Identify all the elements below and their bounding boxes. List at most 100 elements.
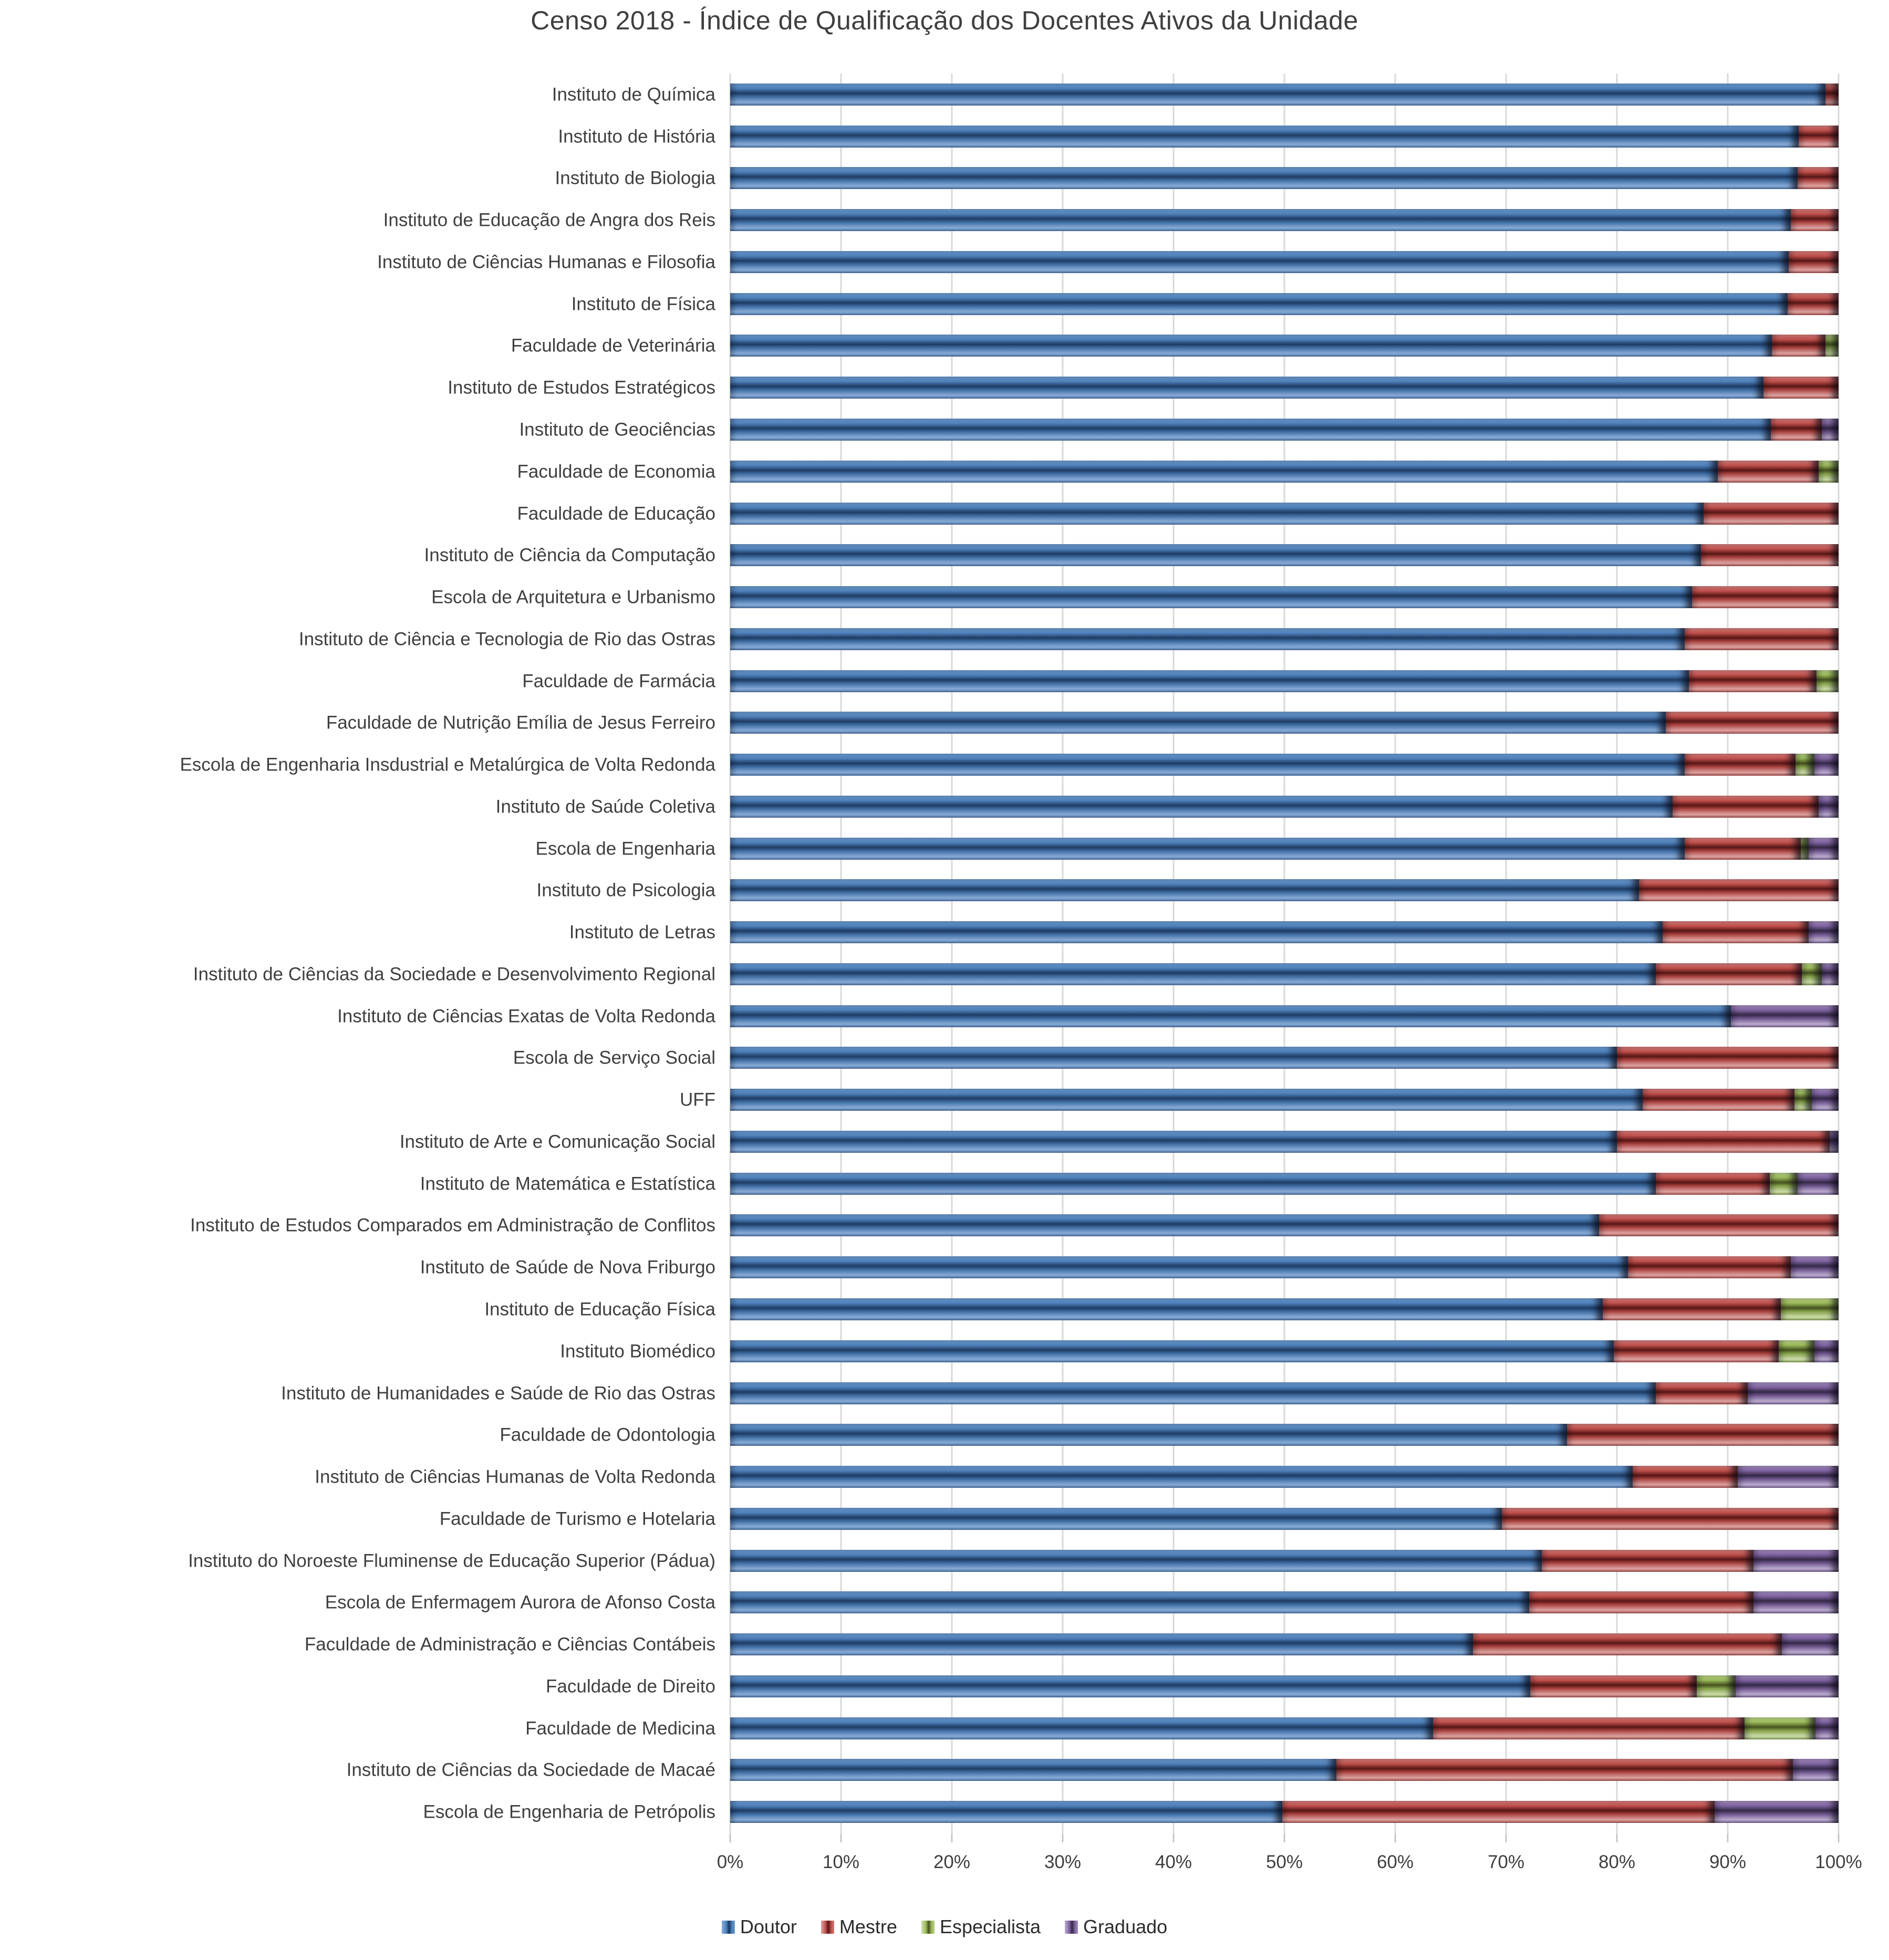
gridline bbox=[1616, 74, 1618, 1842]
gridline bbox=[1283, 74, 1285, 1842]
bar-segment-doutor bbox=[730, 1675, 1531, 1697]
bar-segment-mestre bbox=[1684, 628, 1839, 650]
bar-row bbox=[730, 1256, 1839, 1279]
bar-row bbox=[730, 754, 1839, 776]
bar-segment-doutor bbox=[730, 1089, 1643, 1111]
x-axis-tick bbox=[840, 1834, 842, 1842]
bar-segment-doutor bbox=[730, 502, 1704, 525]
legend-marker-doutor bbox=[721, 1920, 735, 1934]
category-label: Faculdade de Nutrição Emília de Jesus Fe… bbox=[326, 712, 715, 733]
bar-segment-graduado bbox=[1791, 1256, 1839, 1279]
bar-segment-mestre bbox=[1472, 1633, 1782, 1656]
bar-row bbox=[730, 544, 1839, 567]
x-tick-label: 0% bbox=[717, 1852, 744, 1872]
bar-segment-doutor bbox=[730, 377, 1763, 399]
gridline bbox=[1505, 74, 1507, 1842]
category-label: Instituto de Letras bbox=[569, 922, 715, 943]
category-label: Faculdade de Educação bbox=[517, 503, 716, 524]
bar-segment-graduado bbox=[1731, 1005, 1839, 1027]
bar-row bbox=[730, 1591, 1839, 1614]
bar-row bbox=[730, 1172, 1839, 1195]
bar-segment-doutor bbox=[730, 1172, 1656, 1195]
bar-segment-mestre bbox=[1433, 1717, 1745, 1739]
bar-row bbox=[730, 879, 1839, 902]
bar-segment-doutor bbox=[730, 586, 1693, 609]
bar-segment-doutor bbox=[730, 544, 1701, 567]
legend: Doutor Mestre Especialista Graduado bbox=[0, 1916, 1889, 1938]
bar-row bbox=[730, 83, 1839, 106]
bar-row bbox=[730, 167, 1839, 190]
bar-segment-mestre bbox=[1655, 1382, 1748, 1404]
legend-label: Mestre bbox=[839, 1916, 897, 1937]
category-label: Instituto de Química bbox=[552, 84, 715, 105]
bar-segment-doutor bbox=[730, 209, 1791, 232]
bar-segment-mestre bbox=[1791, 209, 1839, 232]
bar-segment-graduado bbox=[1714, 1801, 1839, 1823]
bar-segment-mestre bbox=[1655, 963, 1802, 985]
bar-segment-mestre bbox=[1797, 167, 1839, 190]
bar-row bbox=[730, 1047, 1839, 1069]
bar-row bbox=[730, 795, 1839, 818]
category-label: Instituto de Ciência e Tecnologia de Rio… bbox=[298, 629, 715, 650]
bar-segment-doutor bbox=[730, 712, 1666, 734]
bar-row bbox=[730, 1340, 1839, 1362]
bar-segment-mestre bbox=[1567, 1424, 1839, 1446]
bar-segment-doutor bbox=[730, 1759, 1337, 1781]
category-label: Instituto de Ciências da Sociedade de Ma… bbox=[346, 1759, 715, 1780]
category-label: Escola de Engenharia de Petrópolis bbox=[423, 1801, 715, 1822]
bar-segment-graduado bbox=[1809, 921, 1839, 944]
category-label: Instituto de Ciência da Computação bbox=[424, 545, 716, 566]
gridline bbox=[1172, 74, 1175, 1842]
category-label: Instituto de Educação de Angra dos Reis bbox=[383, 210, 715, 231]
category-label: Instituto de Psicologia bbox=[536, 880, 715, 901]
bar-segment-especialista bbox=[1825, 335, 1839, 357]
bar-segment-mestre bbox=[1692, 586, 1839, 609]
legend-marker-mestre bbox=[821, 1920, 834, 1934]
x-tick-label: 90% bbox=[1709, 1852, 1747, 1872]
legend-marker-especialista bbox=[921, 1920, 935, 1934]
bar-row bbox=[730, 712, 1839, 734]
legend-item-mestre: Mestre bbox=[821, 1916, 897, 1938]
category-axis: Instituto de Química Instituto de Históri… bbox=[0, 74, 723, 1833]
category-label: Instituto de Ciências Humanas de Volta R… bbox=[315, 1466, 715, 1487]
bar-segment-doutor bbox=[730, 754, 1685, 776]
gridline bbox=[951, 74, 953, 1842]
bar-segment-doutor bbox=[730, 1298, 1603, 1320]
bar-segment-mestre bbox=[1632, 1466, 1738, 1488]
legend-item-especialista: Especialista bbox=[921, 1916, 1041, 1938]
bar-segment-mestre bbox=[1799, 125, 1839, 148]
bar-segment-mestre bbox=[1689, 670, 1817, 692]
category-label: Instituto de Arte e Comunicação Social bbox=[399, 1131, 715, 1152]
bar-segment-especialista bbox=[1795, 754, 1814, 776]
bar-segment-doutor bbox=[730, 293, 1788, 315]
bar-segment-mestre bbox=[1684, 754, 1795, 776]
bar-segment-doutor bbox=[730, 837, 1685, 860]
category-label: UFF bbox=[679, 1089, 715, 1110]
bar-row bbox=[730, 1298, 1839, 1320]
bar-segment-mestre bbox=[1789, 251, 1839, 273]
bar-segment-graduado bbox=[1747, 1382, 1839, 1404]
category-label: Faculdade de Economia bbox=[517, 461, 715, 482]
x-tick-label: 70% bbox=[1487, 1852, 1525, 1872]
bar-row bbox=[730, 1424, 1839, 1446]
category-label: Faculdade de Odontologia bbox=[500, 1424, 715, 1445]
bar-row bbox=[730, 586, 1839, 609]
bar-row bbox=[730, 1717, 1839, 1739]
category-label: Instituto do Noroeste Fluminense de Educ… bbox=[188, 1550, 715, 1571]
bar-segment-doutor bbox=[730, 1591, 1530, 1614]
category-label: Escola de Engenharia bbox=[535, 838, 715, 859]
bar-segment-doutor bbox=[730, 1214, 1600, 1237]
bar-segment-doutor bbox=[730, 1801, 1282, 1823]
bar-segment-doutor bbox=[730, 460, 1718, 483]
bar-segment-graduado bbox=[1815, 1717, 1839, 1739]
bar-row bbox=[730, 293, 1839, 315]
bar-segment-especialista bbox=[1781, 1298, 1839, 1320]
category-label: Escola de Engenharia Insdustrial e Metal… bbox=[180, 754, 715, 775]
category-label: Instituto de História bbox=[558, 126, 715, 147]
category-label: Instituto de Saúde Coletiva bbox=[495, 796, 715, 817]
bar-segment-mestre bbox=[1787, 293, 1839, 315]
x-axis-tick bbox=[1284, 1834, 1285, 1842]
category-label: Instituto Biomédico bbox=[560, 1341, 715, 1362]
bar-row bbox=[730, 1801, 1839, 1823]
